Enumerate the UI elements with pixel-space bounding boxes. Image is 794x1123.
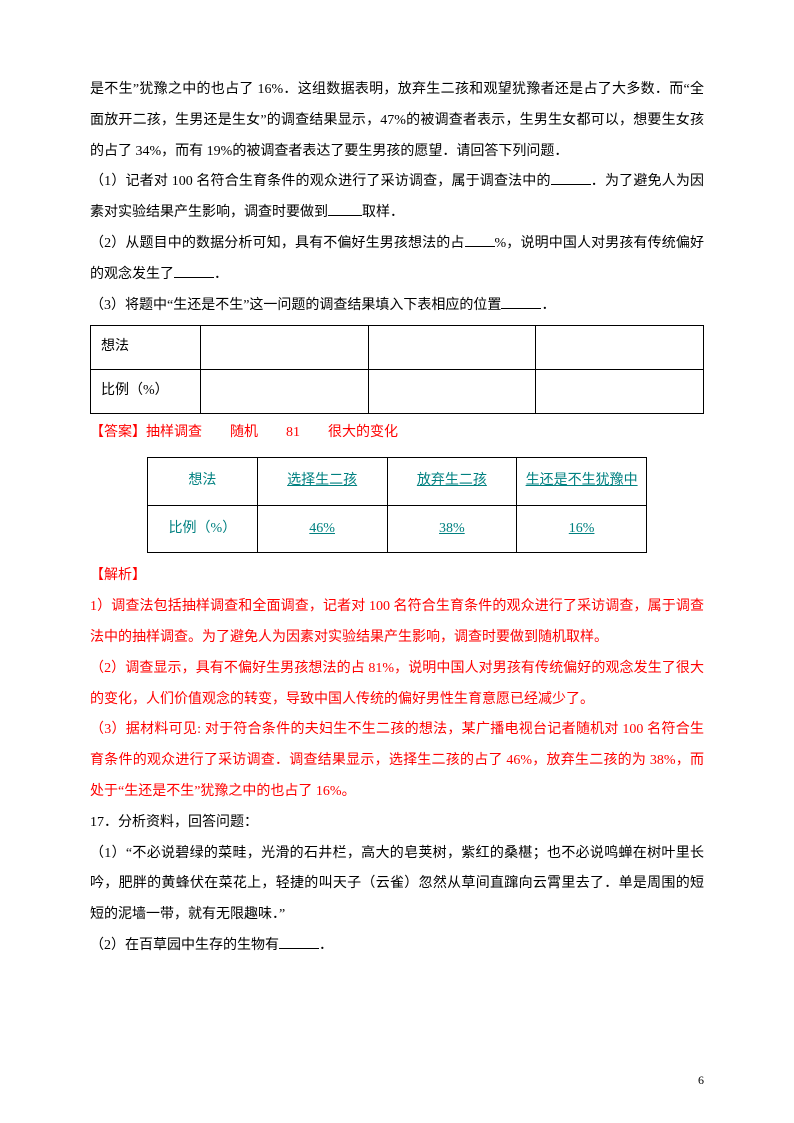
- cell-empty: [368, 370, 536, 414]
- table-row: 想法: [91, 326, 704, 370]
- ul-text: 放弃生二孩: [417, 473, 487, 488]
- ul-text: 生还是不生犹豫中: [526, 473, 638, 488]
- table-row: 比例（%）: [91, 370, 704, 414]
- cell-header-giveup: 放弃生二孩: [387, 457, 517, 505]
- question-2: （2）从题目中的数据分析可知，具有不偏好生男孩想法的占%，说明中国人对男孩有传统…: [90, 229, 704, 291]
- q17-p2a: （2）在百草园中生存的生物有: [90, 938, 279, 953]
- explain-p3: （3）据材料可见: 对于符合条件的夫妇生不生二孩的想法，某广播电视台记者随机对 …: [90, 715, 704, 807]
- page: 是不生”犹豫之中的也占了 16%．这组数据表明，放弃生二孩和观望犹豫者还是占了大…: [0, 0, 794, 1123]
- explanation-block: 【解析】 1）调查法包括抽样调查和全面调查，记者对 100 名符合生育条件的观众…: [90, 561, 704, 807]
- q3-text-a: （3）将题中“生还是不生”这一问题的调查结果填入下表相应的位置: [90, 298, 501, 313]
- explain-p1: 1）调查法包括抽样调查和全面调查，记者对 100 名符合生育条件的观众进行了采访…: [90, 592, 704, 654]
- q17-p2: （2）在百草园中生存的生物有 ．: [90, 931, 704, 962]
- blank: [174, 263, 214, 278]
- q17-p2b: ．: [319, 938, 333, 953]
- q2-text-c: ．: [214, 267, 228, 282]
- question-3: （3）将题中“生还是不生”这一问题的调查结果填入下表相应的位置 ．: [90, 291, 704, 322]
- explain-p2: （2）调查显示，具有不偏好生男孩想法的占 81%，说明中国人对男孩有传统偏好的观…: [90, 654, 704, 716]
- cell-header-choose: 选择生二孩: [257, 457, 387, 505]
- cell-ratio-label: 比例（%）: [91, 370, 201, 414]
- ul-text: 46%: [309, 521, 335, 536]
- blank: [328, 201, 362, 216]
- blank: [279, 934, 319, 949]
- cell-value: 16%: [517, 505, 647, 553]
- blank: [501, 294, 541, 309]
- cell-idea-label: 想法: [91, 326, 201, 370]
- question-1: （1）记者对 100 名符合生育条件的观众进行了采访调查，属于调查法中的．为了避…: [90, 167, 704, 229]
- cell-empty: [368, 326, 536, 370]
- answer-label: 【答案】: [90, 425, 146, 440]
- explain-label: 【解析】: [90, 561, 704, 592]
- answer-4: 很大的变化: [328, 425, 398, 440]
- table-row: 比例（%） 46% 38% 16%: [148, 505, 647, 553]
- cell-header-hesitate: 生还是不生犹豫中: [517, 457, 647, 505]
- q3-text-b: ．: [541, 298, 555, 313]
- ul-text: 选择生二孩: [287, 473, 357, 488]
- ul-text: 38%: [439, 521, 465, 536]
- blank: [551, 170, 591, 185]
- cell-empty: [536, 326, 704, 370]
- answer-table: 想法 选择生二孩 放弃生二孩 生还是不生犹豫中 比例（%） 46% 38% 16…: [147, 457, 647, 554]
- q17-p1: （1）“不必说碧绿的菜畦，光滑的石井栏，高大的皂荚树，紫红的桑椹；也不必说鸣蝉在…: [90, 839, 704, 931]
- answer-line: 【答案】抽样调查 随机 81 很大的变化: [90, 418, 704, 449]
- page-number: 6: [698, 1067, 704, 1093]
- cell-value: 38%: [387, 505, 517, 553]
- cell-header-idea: 想法: [148, 457, 258, 505]
- cell-value: 46%: [257, 505, 387, 553]
- q1-text-a: （1）记者对 100 名符合生育条件的观众进行了采访调查，属于调查法中的: [90, 174, 551, 189]
- q17-title: 17．分析资料，回答问题：: [90, 808, 704, 839]
- cell-empty: [536, 370, 704, 414]
- answer-3: 81: [286, 425, 300, 440]
- cell-empty: [201, 370, 369, 414]
- ul-text: 16%: [569, 521, 595, 536]
- q1-text-c: 取样．: [362, 205, 404, 220]
- intro-paragraph: 是不生”犹豫之中的也占了 16%．这组数据表明，放弃生二孩和观望犹豫者还是占了大…: [90, 75, 704, 167]
- q2-text-a: （2）从题目中的数据分析可知，具有不偏好生男孩想法的占: [90, 236, 465, 251]
- table-row: 想法 选择生二孩 放弃生二孩 生还是不生犹豫中: [148, 457, 647, 505]
- cell-empty: [201, 326, 369, 370]
- answer-2: 随机: [230, 425, 258, 440]
- blank-table: 想法 比例（%）: [90, 325, 704, 414]
- cell-ratio-label: 比例（%）: [148, 505, 258, 553]
- answer-1: 抽样调查: [146, 425, 202, 440]
- blank: [465, 232, 495, 247]
